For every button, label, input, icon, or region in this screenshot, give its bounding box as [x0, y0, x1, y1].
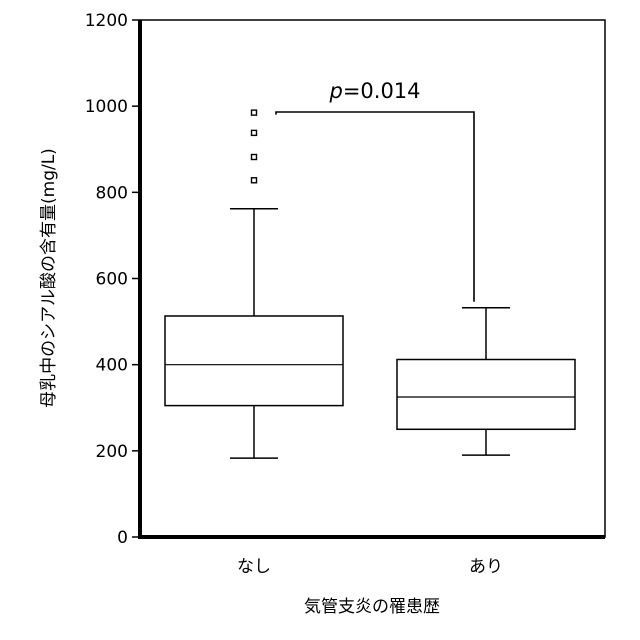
iqr-box [165, 316, 343, 406]
significance-bracket-layer [276, 112, 474, 302]
y-tick-label: 600 [96, 270, 128, 290]
box-1 [165, 209, 343, 458]
x-category-label: あり [469, 557, 503, 577]
box-2 [397, 308, 575, 455]
significance-bracket [276, 112, 474, 302]
outlier-point [252, 130, 257, 135]
y-tick-label: 800 [96, 183, 128, 203]
x-category-label: なし [237, 557, 271, 577]
y-tick-label: 200 [96, 442, 128, 462]
y-axis-title: 母乳中のシアル酸の含有量(mg/L) [39, 148, 59, 408]
outlier-point [252, 178, 257, 183]
boxes-layer [165, 209, 575, 458]
outlier-point [252, 155, 257, 160]
x-axis-title: 気管支炎の罹患歴 [304, 597, 440, 617]
y-tick-label: 0 [117, 528, 128, 548]
y-tick-label: 400 [96, 356, 128, 376]
y-tick-label: 1200 [85, 11, 128, 31]
p-value-annotation: p=0.014 [328, 79, 420, 103]
x-category-labels: なし あり [237, 557, 503, 577]
y-axis-ticks: 0 200 400 600 800 1000 1200 [85, 11, 140, 548]
outlier-point [252, 110, 257, 115]
y-tick-label: 1000 [85, 97, 128, 117]
iqr-box [397, 359, 575, 429]
outliers-layer [252, 110, 257, 183]
